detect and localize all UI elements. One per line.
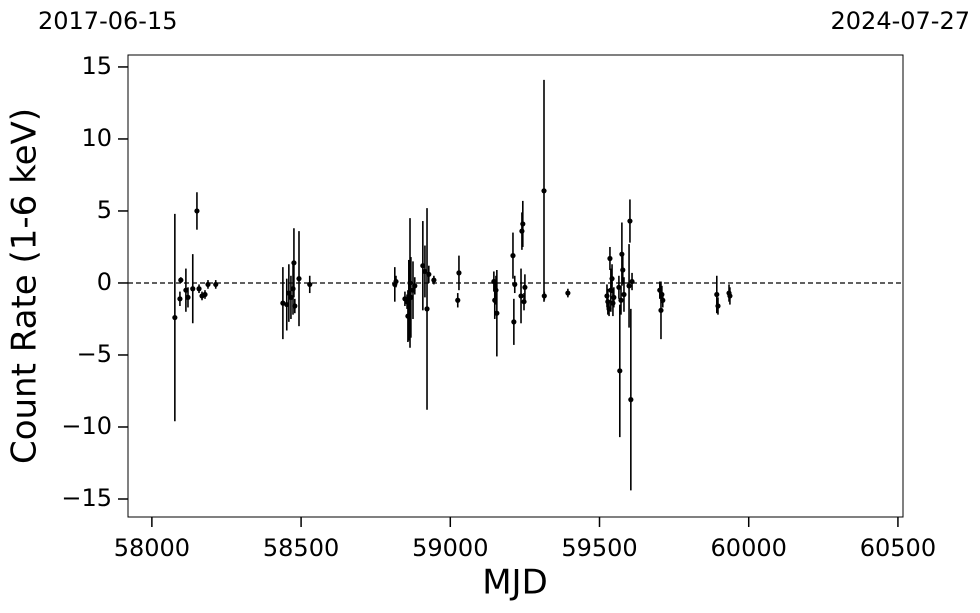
top-date-label: 2017-06-15 bbox=[38, 7, 177, 35]
data-point bbox=[291, 260, 297, 266]
data-point bbox=[456, 270, 462, 276]
data-point bbox=[494, 310, 500, 316]
data-point bbox=[610, 300, 616, 306]
data-point bbox=[609, 276, 615, 282]
data-point bbox=[607, 255, 613, 262]
y-tick-label: 10 bbox=[81, 124, 112, 152]
data-point bbox=[541, 188, 547, 194]
data-point bbox=[292, 303, 298, 309]
x-tick-label: 60500 bbox=[860, 534, 936, 562]
data-point bbox=[455, 297, 461, 303]
data-point bbox=[604, 293, 610, 299]
data-point bbox=[190, 286, 196, 292]
data-point bbox=[205, 281, 211, 288]
data-point bbox=[424, 306, 430, 312]
data-point bbox=[213, 281, 219, 288]
data-point bbox=[658, 307, 664, 313]
data-point bbox=[611, 294, 617, 300]
data-point bbox=[296, 276, 302, 282]
data-point bbox=[493, 287, 499, 293]
x-tick-label: 59500 bbox=[561, 534, 637, 562]
x-axis-label: MJD bbox=[482, 563, 548, 603]
plot-frame bbox=[127, 54, 904, 518]
data-point bbox=[628, 397, 634, 403]
data-point bbox=[407, 280, 413, 286]
data-point bbox=[727, 293, 733, 299]
data-point bbox=[510, 253, 516, 259]
data-point bbox=[290, 286, 296, 292]
data-point bbox=[185, 294, 191, 300]
data-point bbox=[617, 368, 623, 374]
y-tick-label: 15 bbox=[81, 52, 112, 80]
data-point bbox=[426, 271, 432, 277]
data-point bbox=[431, 277, 437, 283]
x-tick-label: 59000 bbox=[412, 534, 488, 562]
y-tick-label: 5 bbox=[97, 196, 112, 224]
y-axis-label: Count Rate (1-6 keV) bbox=[5, 108, 45, 464]
x-tick-label: 58500 bbox=[263, 534, 339, 562]
data-point bbox=[541, 293, 547, 299]
data-point bbox=[621, 291, 627, 298]
data-point bbox=[715, 303, 721, 309]
data-point bbox=[178, 277, 184, 283]
data-point bbox=[619, 251, 625, 257]
data-point bbox=[202, 291, 208, 298]
data-point bbox=[172, 314, 178, 321]
data-point bbox=[393, 278, 399, 285]
data-point bbox=[627, 218, 633, 224]
x-tick-label: 60000 bbox=[711, 534, 787, 562]
data-point bbox=[626, 283, 632, 289]
data-point bbox=[714, 291, 720, 298]
data-point bbox=[629, 278, 635, 285]
data-point bbox=[519, 228, 525, 234]
data-point bbox=[522, 284, 528, 290]
y-tick-label: 0 bbox=[97, 268, 112, 296]
data-point bbox=[177, 296, 183, 302]
data-point bbox=[412, 283, 418, 289]
data-point bbox=[565, 290, 571, 296]
data-point bbox=[307, 281, 313, 288]
y-tick-label: −5 bbox=[77, 340, 112, 368]
data-point bbox=[511, 319, 517, 325]
data-point bbox=[521, 299, 527, 305]
y-tick-label: −15 bbox=[61, 484, 112, 512]
data-point bbox=[518, 293, 524, 299]
top-date-label: 2024-07-27 bbox=[831, 7, 970, 35]
data-point bbox=[196, 286, 202, 292]
data-point bbox=[618, 297, 624, 303]
data-point bbox=[620, 267, 626, 273]
data-point bbox=[512, 281, 518, 288]
y-tick-label: −10 bbox=[61, 412, 112, 440]
data-point bbox=[520, 221, 526, 227]
x-tick-label: 58000 bbox=[114, 534, 190, 562]
data-point bbox=[194, 208, 200, 214]
data-point bbox=[660, 297, 666, 303]
data-point bbox=[659, 291, 665, 298]
